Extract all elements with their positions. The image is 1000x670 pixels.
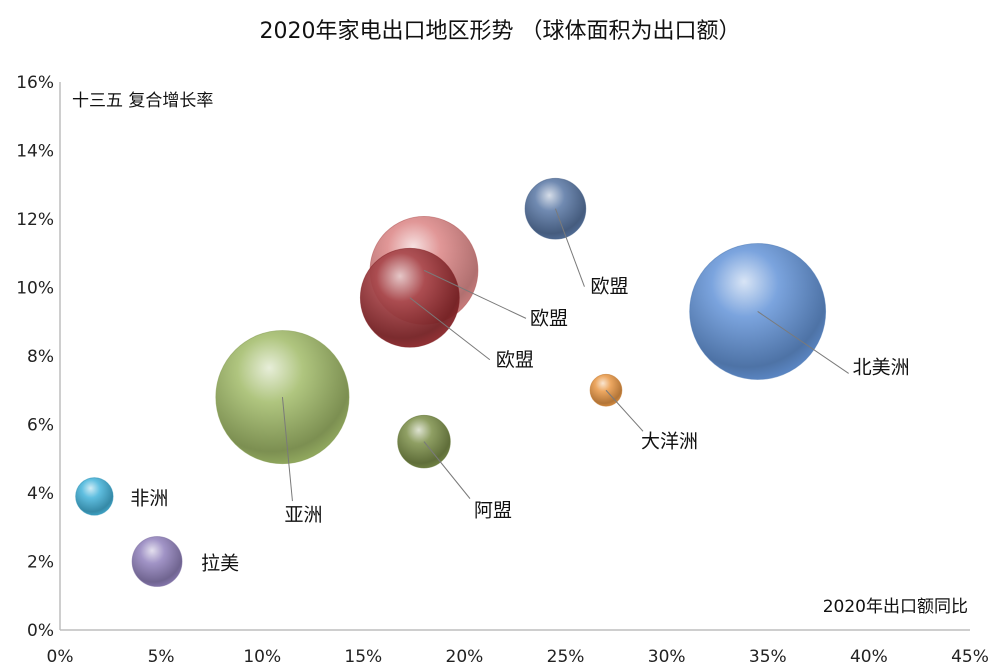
bubbles-layer <box>75 177 827 587</box>
y-tick-label: 16% <box>16 73 54 93</box>
bubble-label: 欧盟 <box>530 307 568 329</box>
y-tick-label: 0% <box>27 621 54 641</box>
bubble-label: 非洲 <box>130 487 168 509</box>
leader-line <box>281 397 293 502</box>
bubble-label: 欧盟 <box>590 276 628 298</box>
x-tick-label: 15% <box>344 647 382 667</box>
y-tick-label: 4% <box>27 484 54 504</box>
bubble <box>75 477 114 516</box>
bubble-label: 阿盟 <box>474 500 512 522</box>
x-tick-label: 10% <box>243 647 281 667</box>
x-tick-label: 30% <box>648 647 686 667</box>
leader-line <box>423 269 527 319</box>
bubble-label: 大洋洲 <box>641 430 698 452</box>
leader-line <box>605 389 644 432</box>
y-tick-label: 2% <box>27 553 54 573</box>
leader-line <box>554 208 585 287</box>
x-tick-labels: 0% 5% 10% 15% 20% 25% 30% 35% 40% 45% <box>47 647 989 667</box>
y-tick-labels: 0% 2% 4% 6% 8% 10% 12% 14% 16% <box>16 73 54 641</box>
x-tick-label: 20% <box>446 647 484 667</box>
y-axis-label: 十三五 复合增长率 <box>72 91 213 111</box>
x-tick-label: 40% <box>850 647 888 667</box>
bubble-label: 亚洲 <box>284 504 322 526</box>
leader-line <box>409 297 491 361</box>
y-tick-label: 8% <box>27 347 54 367</box>
x-tick-label: 25% <box>547 647 585 667</box>
x-tick-label: 35% <box>749 647 787 667</box>
y-tick-label: 10% <box>16 279 54 299</box>
bubble <box>131 536 183 587</box>
y-tick-label: 6% <box>27 416 54 436</box>
x-tick-label: 0% <box>47 647 74 667</box>
x-tick-label: 45% <box>951 647 989 667</box>
bubble-label: 北美洲 <box>853 356 910 378</box>
bubble-label: 欧盟 <box>496 349 534 371</box>
bubble-label: 拉美 <box>201 553 239 575</box>
axes-group <box>59 82 970 631</box>
x-tick-label: 5% <box>148 647 175 667</box>
leader-line <box>757 311 849 374</box>
y-tick-label: 12% <box>16 210 54 230</box>
x-axis-label: 2020年出口额同比 <box>823 597 968 617</box>
y-tick-label: 14% <box>16 142 54 162</box>
chart-title: 2020年家电出口地区形势 （球体面积为出口额） <box>260 19 741 44</box>
leader-line <box>423 441 471 499</box>
